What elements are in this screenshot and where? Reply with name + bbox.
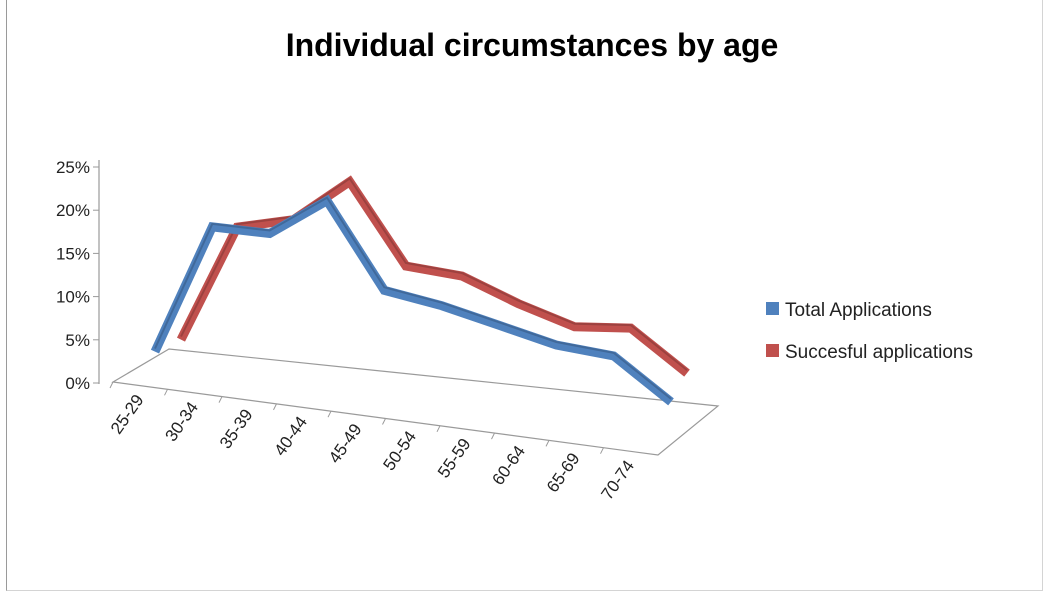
chart-frame: Individual circumstances by age 0% 5% 10% 1… xyxy=(6,0,1043,591)
series-total-applications xyxy=(150,194,674,406)
y-axis-ticks: 0% 5% 10% 15% 20% 25% xyxy=(56,158,99,393)
y-tick-label: 5% xyxy=(65,331,90,350)
series-line-edge xyxy=(154,196,672,400)
y-tick-label: 0% xyxy=(65,374,90,393)
y-tick-label: 20% xyxy=(56,201,90,220)
x-tick-mark xyxy=(491,432,495,440)
x-tick-label: 45-49 xyxy=(325,420,366,467)
x-tick-label: 25-29 xyxy=(107,391,148,438)
x-tick-label: 60-64 xyxy=(489,442,530,489)
x-tick-label: 70-74 xyxy=(598,457,639,504)
series-line xyxy=(176,175,690,377)
series-layer xyxy=(150,175,690,406)
x-tick-label: 55-59 xyxy=(434,435,475,482)
x-tick-mark xyxy=(600,447,604,454)
x-tick-label: 50-54 xyxy=(380,428,421,475)
x-tick-label: 35-39 xyxy=(216,406,257,453)
chart-canvas: Individual circumstances by age 0% 5% 10% 1… xyxy=(56,27,973,504)
x-tick-mark xyxy=(164,389,168,396)
chart-title: Individual circumstances by age xyxy=(286,27,779,63)
series-line-edge xyxy=(180,177,688,371)
x-tick-mark xyxy=(382,418,386,425)
y-tick-label: 10% xyxy=(56,288,90,307)
x-tick-mark xyxy=(109,381,114,389)
y-tick-label: 25% xyxy=(56,158,90,177)
series-succesful-applications xyxy=(176,175,690,377)
x-tick-mark xyxy=(273,403,277,411)
legend: Total Applications Succesful applications xyxy=(766,300,973,363)
legend-swatch xyxy=(766,302,779,315)
floor-plane xyxy=(111,348,720,456)
x-tick-mark xyxy=(218,396,223,403)
x-tick-mark xyxy=(327,410,332,418)
legend-label: Succesful applications xyxy=(785,342,973,363)
series-line xyxy=(150,194,674,406)
legend-swatch xyxy=(766,344,779,357)
x-tick-label: 30-34 xyxy=(162,398,203,445)
x-tick-label: 40-44 xyxy=(271,413,312,460)
legend-label: Total Applications xyxy=(785,300,932,321)
x-tick-mark xyxy=(436,425,441,433)
x-tick-mark xyxy=(545,440,550,447)
x-tick-label: 65-69 xyxy=(543,449,584,496)
y-tick-label: 15% xyxy=(56,244,90,263)
